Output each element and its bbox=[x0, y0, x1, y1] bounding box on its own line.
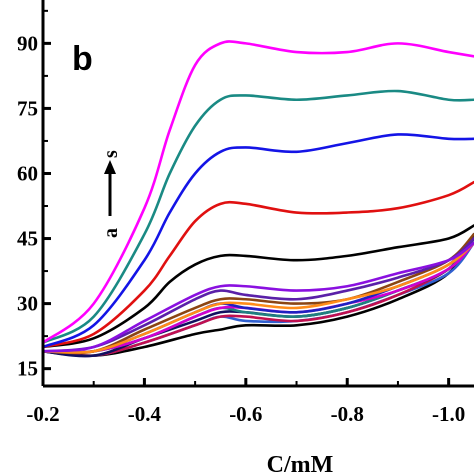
y-tick-label: 30 bbox=[17, 292, 38, 316]
annotation-start-label: a bbox=[100, 228, 122, 238]
x-tick-label: -0.8 bbox=[331, 402, 364, 426]
annotation-arrow-head bbox=[104, 160, 116, 174]
panel-label: b bbox=[72, 40, 93, 78]
x-tick-label: -0.2 bbox=[26, 402, 59, 426]
y-tick-label: 60 bbox=[17, 161, 38, 185]
series-layer bbox=[43, 40, 474, 358]
series-line-7 bbox=[43, 237, 474, 353]
y-tick-label: 45 bbox=[17, 227, 38, 251]
y-tick-label: 90 bbox=[17, 31, 38, 55]
series-line-3 bbox=[43, 133, 474, 349]
x-tick-label: -1.0 bbox=[432, 402, 465, 426]
series-line-6 bbox=[43, 241, 474, 353]
x-axis-title: C/mM bbox=[267, 452, 334, 474]
series-line-5 bbox=[43, 224, 474, 349]
series-direction-annotation: a s bbox=[100, 150, 122, 238]
series-line-14 bbox=[43, 237, 474, 358]
axes-layer: 15 30 45 60 75 90 -0.2 -0.4 -0.6 -0.8 -1.0 bbox=[17, 0, 474, 426]
annotation-end-label: s bbox=[100, 150, 122, 158]
series-line-4 bbox=[43, 180, 474, 349]
series-line-16 bbox=[43, 232, 474, 357]
series-line-9 bbox=[43, 232, 474, 355]
y-tick-label: 75 bbox=[17, 96, 38, 120]
x-tick-label: -0.6 bbox=[229, 402, 262, 426]
series-line-1 bbox=[43, 40, 474, 344]
series-line-8 bbox=[43, 241, 474, 354]
x-tick-label: -0.4 bbox=[128, 402, 162, 426]
y-tick-label: 15 bbox=[17, 357, 38, 381]
series-line-2 bbox=[43, 89, 474, 344]
